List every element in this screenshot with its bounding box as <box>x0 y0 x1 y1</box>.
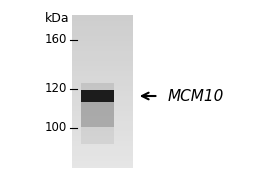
Bar <box>81 102 114 127</box>
Text: MCM10: MCM10 <box>167 88 224 104</box>
Text: 100: 100 <box>45 121 67 134</box>
Bar <box>81 83 114 90</box>
Bar <box>81 90 114 102</box>
Bar <box>81 127 114 144</box>
Bar <box>72 15 133 168</box>
Text: 160: 160 <box>45 33 67 46</box>
Text: kDa: kDa <box>45 12 70 25</box>
Text: 120: 120 <box>45 82 67 96</box>
